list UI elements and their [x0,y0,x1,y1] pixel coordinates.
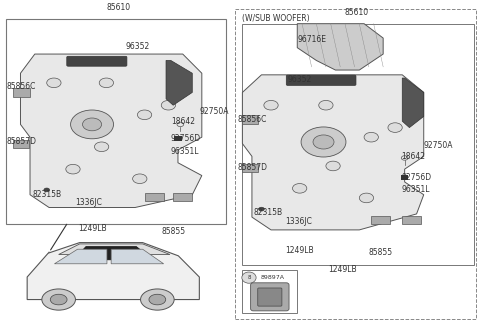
Text: 85856C: 85856C [238,115,267,124]
Text: (W/SUB WOOFER): (W/SUB WOOFER) [242,14,310,23]
Circle shape [83,118,102,131]
Bar [13,140,29,148]
Text: 92750A: 92750A [424,141,453,150]
Circle shape [47,78,61,87]
Polygon shape [242,75,424,230]
Circle shape [292,183,307,193]
Bar [401,175,408,180]
Text: 1249LB: 1249LB [78,224,107,233]
Circle shape [137,110,152,120]
Circle shape [360,193,373,203]
Text: 92756D: 92756D [401,173,432,182]
Circle shape [364,133,378,142]
Text: 82315B: 82315B [253,208,283,217]
Polygon shape [166,61,192,105]
Circle shape [99,78,114,87]
Text: 1249LB: 1249LB [285,246,314,255]
Text: 82315B: 82315B [33,190,61,199]
Text: 85856C: 85856C [6,82,36,90]
Text: 1249LB: 1249LB [328,265,357,274]
Text: 18642: 18642 [171,117,195,126]
Circle shape [301,127,346,157]
Circle shape [161,100,176,110]
Text: 1336JC: 1336JC [285,217,312,226]
Bar [174,136,182,141]
Polygon shape [297,24,383,70]
Circle shape [66,164,80,174]
Bar [173,193,192,201]
Text: 85857D: 85857D [238,163,268,172]
Text: 85610: 85610 [345,8,369,17]
Text: 85855: 85855 [161,227,185,236]
Text: 18642: 18642 [401,152,425,161]
Bar [242,115,258,124]
Text: 85855: 85855 [369,248,393,257]
Text: 96352: 96352 [125,41,150,51]
Text: 96716E: 96716E [297,35,326,44]
Text: 1336JC: 1336JC [75,198,102,207]
Bar [371,215,390,224]
Text: 85610: 85610 [106,4,131,13]
Circle shape [319,100,333,110]
Text: 96352: 96352 [288,75,312,84]
Text: 92750A: 92750A [199,107,229,116]
Circle shape [132,174,147,183]
Polygon shape [21,54,202,207]
Text: 96351L: 96351L [171,147,199,156]
Text: 96351L: 96351L [401,185,430,194]
Bar [13,88,30,97]
Circle shape [388,123,402,133]
FancyBboxPatch shape [67,56,127,66]
Circle shape [264,100,278,110]
Circle shape [326,161,340,171]
Polygon shape [402,78,424,128]
Circle shape [259,207,264,211]
Text: 92756D: 92756D [171,134,201,143]
Circle shape [71,110,114,139]
FancyBboxPatch shape [286,75,356,86]
Text: 85857D: 85857D [6,137,36,146]
Circle shape [44,188,49,192]
Circle shape [95,142,109,152]
Bar [402,215,421,224]
Bar [144,193,164,201]
Circle shape [313,135,334,149]
Bar [242,164,258,172]
